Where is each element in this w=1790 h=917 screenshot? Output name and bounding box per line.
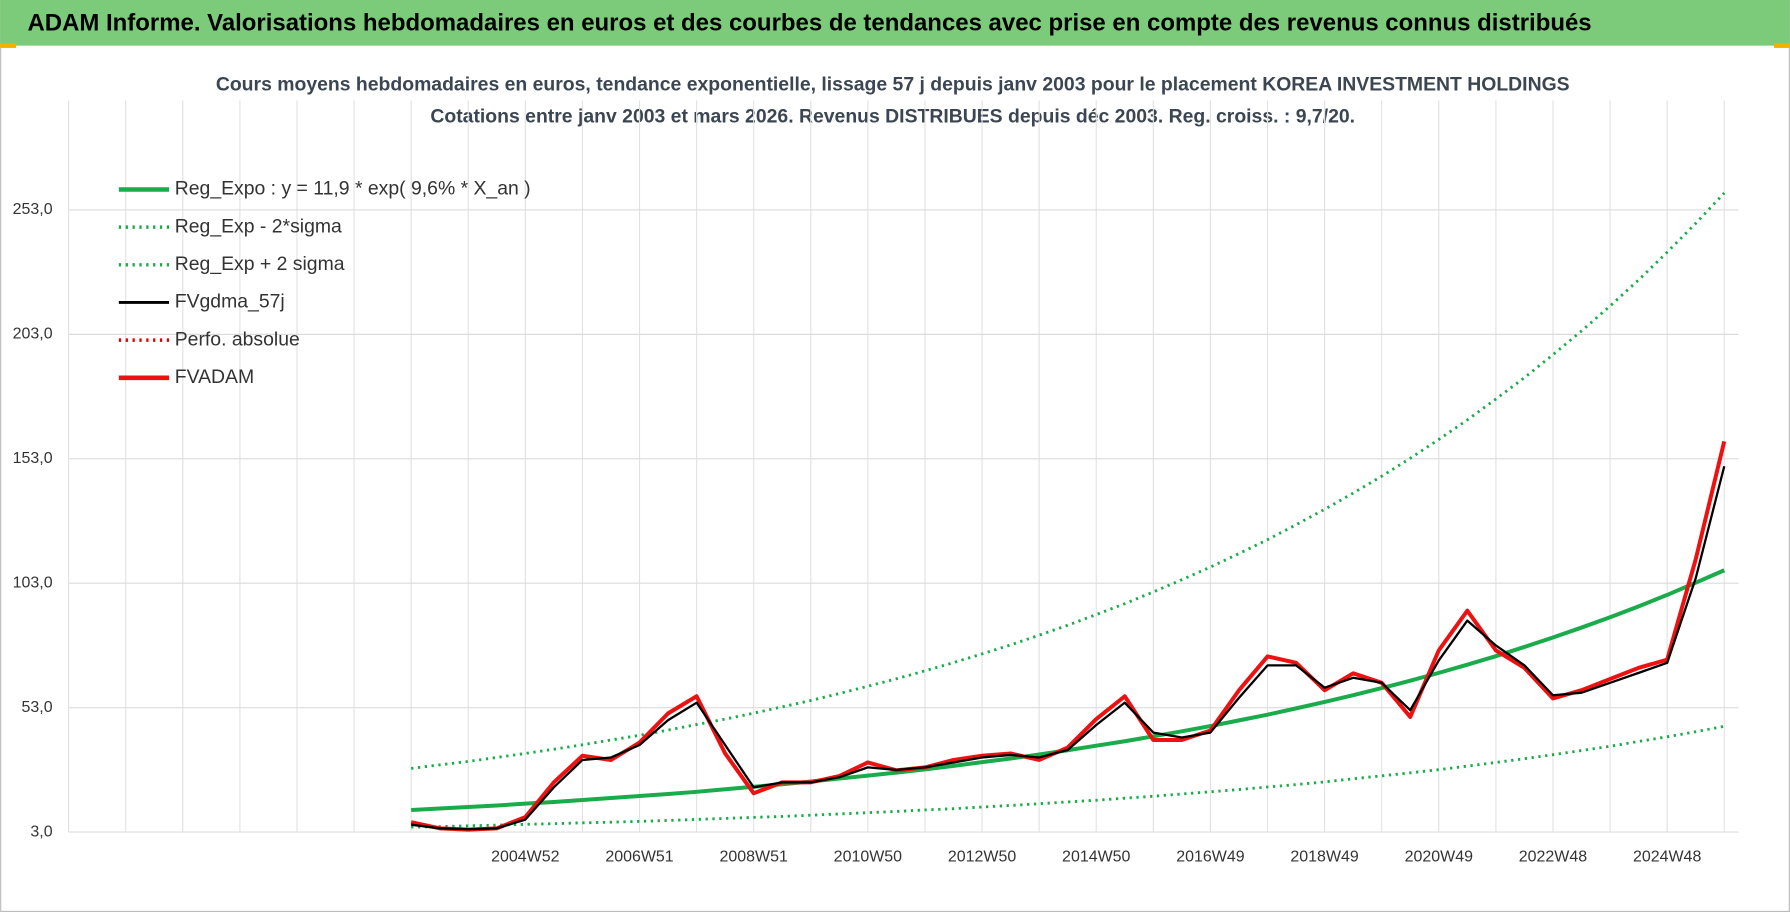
series-line	[411, 724, 1725, 829]
header-title: ADAM Informe. Valorisations hebdomadaire…	[28, 9, 1592, 36]
legend-label: Reg_Expo : y = 11,9 * exp( 9,6% * X_an )	[175, 178, 531, 200]
legend-label: Reg_Exp + 2 sigma	[175, 253, 345, 275]
x-tick-label: 2020W49	[1405, 848, 1473, 865]
legend-label: FVgdma_57j	[175, 291, 285, 313]
x-tick-label: 2010W50	[834, 848, 902, 865]
y-tick-label: 253,0	[13, 201, 53, 218]
y-tick-label: 103,0	[13, 574, 53, 591]
legend-label: Perfo. absolue	[175, 328, 300, 350]
x-tick-label: 2012W50	[948, 848, 1016, 865]
y-tick-label: 153,0	[13, 450, 53, 467]
y-tick-label: 53,0	[22, 699, 53, 716]
header-bar	[0, 0, 1790, 46]
corner-mark	[1773, 43, 1790, 48]
x-tick-label: 2024W48	[1633, 848, 1701, 865]
x-tick-label: 2004W52	[491, 848, 559, 865]
y-tick-label: 3,0	[30, 823, 52, 840]
x-tick-label: 2018W49	[1290, 848, 1358, 865]
legend-label: FVADAM	[175, 366, 254, 388]
legend-label: Reg_Exp - 2*sigma	[175, 215, 342, 237]
chart-subtitle: Cotations entre janv 2003 et mars 2026. …	[430, 106, 1355, 128]
chart-title: Cours moyens hebdomadaires en euros, ten…	[216, 74, 1570, 96]
x-tick-label: 2014W50	[1062, 848, 1130, 865]
y-tick-label: 203,0	[13, 326, 53, 343]
series-line	[410, 192, 1726, 770]
corner-mark	[0, 43, 17, 48]
x-tick-label: 2008W51	[720, 848, 788, 865]
x-tick-label: 2016W49	[1176, 848, 1244, 865]
x-tick-label: 2006W51	[605, 848, 673, 865]
x-tick-label: 2022W48	[1519, 848, 1587, 865]
series-line	[411, 465, 1726, 831]
